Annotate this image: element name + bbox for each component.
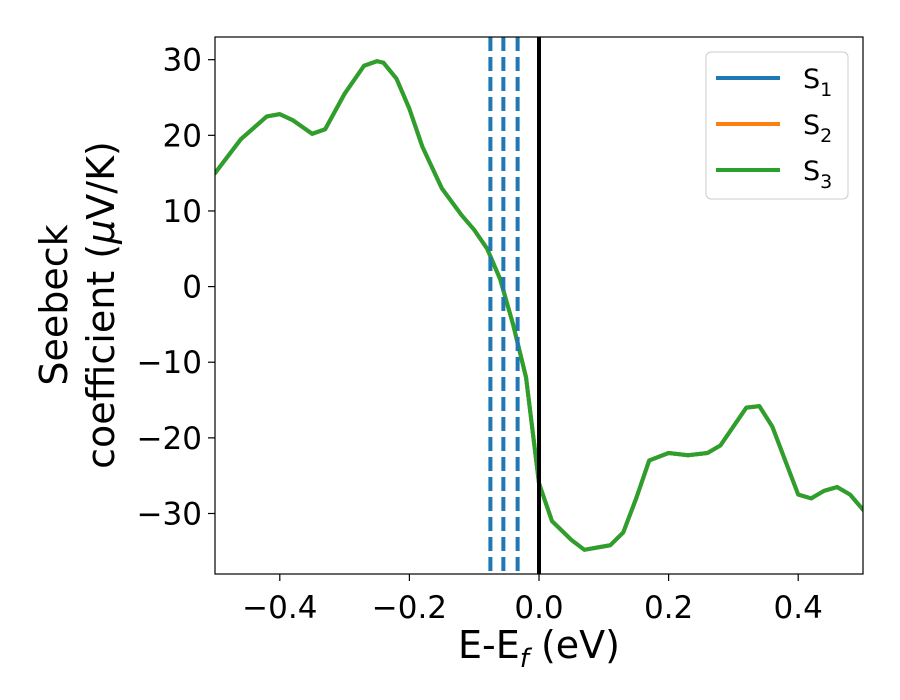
y-tick-label: −30: [137, 496, 202, 532]
vertical-lines: [488, 37, 541, 574]
y-tick-label: 20: [163, 118, 202, 154]
legend-label-s3: S3: [803, 156, 832, 193]
y-tick-label: 0: [182, 270, 202, 306]
x-axis-ticks: −0.4 −0.2 0.0 0.2 0.4: [242, 574, 823, 626]
y-axis-label-line2: coefficient (μV/K): [79, 141, 123, 469]
x-tick-label: 0.0: [514, 590, 563, 626]
y-tick-label: 30: [163, 43, 202, 79]
legend-label-s1: S1: [803, 64, 832, 101]
x-tick-label: 0.2: [644, 590, 693, 626]
legend: S1 S2 S3: [705, 51, 849, 200]
y-axis-label: Seebeck coefficient (μV/K): [32, 141, 123, 469]
x-tick-label: 0.4: [774, 590, 823, 626]
x-tick-label: −0.4: [242, 590, 317, 626]
legend-label-s2: S2: [803, 110, 832, 147]
y-tick-label: −10: [137, 345, 202, 381]
y-axis-ticks: −30 −20 −10 0 10 20 30: [137, 43, 215, 532]
y-axis-label-line1: Seebeck: [32, 224, 76, 385]
series-line-s3: [215, 59, 863, 552]
y-tick-label: −20: [137, 421, 202, 457]
x-tick-label: −0.2: [372, 590, 447, 626]
legend-entries: S1 S2 S3: [716, 64, 832, 193]
y-tick-label: 10: [163, 194, 202, 230]
x-axis-label: E-Ef (eV): [458, 623, 620, 674]
series-layer: [215, 59, 863, 552]
